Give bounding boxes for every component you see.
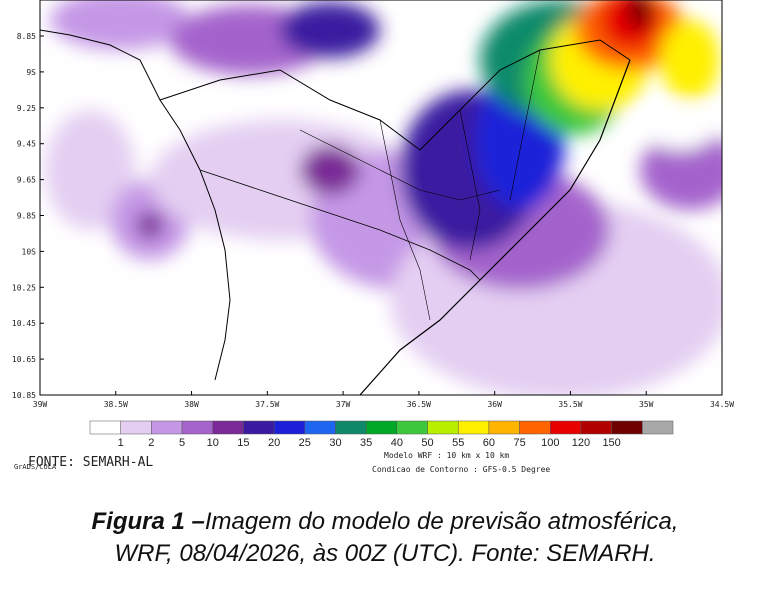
precipitation-field <box>40 0 722 395</box>
model-note: Modelo WRF : 10 km x 10 km <box>384 451 509 460</box>
colorbar-swatch <box>335 420 367 435</box>
lon-label: 37W <box>336 400 351 409</box>
colorbar-label: 20 <box>268 437 280 449</box>
caption-line-2: WRF, 08/04/2026, às 00Z (UTC). Fonte: SE… <box>114 540 656 567</box>
lon-label: 36W <box>487 400 502 409</box>
colorbar-swatch <box>611 420 643 435</box>
lon-label: 38.5W <box>104 400 128 409</box>
colorbar-swatch <box>396 420 428 435</box>
colorbar-swatch <box>580 420 612 435</box>
lon-label: 38W <box>184 400 199 409</box>
grads-credit: GrADS/COLA <box>14 463 57 471</box>
lat-label: 9.45 <box>17 140 36 149</box>
colorbar-label: 1 <box>118 437 124 449</box>
colorbar-swatch <box>365 420 398 435</box>
lon-label: 36.5W <box>407 400 431 409</box>
colorbar-swatch <box>488 420 520 435</box>
colorbar-label: 15 <box>237 437 249 449</box>
map-figure: 8.85 9S 9.25 9.45 9.65 9.85 10S 10.25 10.45 10.65… <box>12 0 734 474</box>
colorbar-swatch <box>89 420 121 435</box>
lat-label: 10S <box>22 247 37 256</box>
lon-label: 39W <box>33 400 48 409</box>
colorbar-swatch <box>304 420 336 435</box>
colorbar-swatch <box>642 420 674 435</box>
colorbar-swatch <box>519 420 551 435</box>
caption-label: Figura 1 – <box>91 508 205 535</box>
colorbar-label: 120 <box>572 437 590 449</box>
colorbar-label: 60 <box>483 437 495 449</box>
colorbar-swatch <box>457 420 490 435</box>
lon-label: 37.5W <box>255 400 279 409</box>
boundary-note: Condicao de Contorno : GFS-0.5 Degree <box>372 465 550 474</box>
lat-label: 9.25 <box>17 104 36 113</box>
lat-label: 8.85 <box>17 32 36 41</box>
colorbar-label: 10 <box>207 437 219 449</box>
lat-label: 9.85 <box>17 212 36 221</box>
lat-label: 10.45 <box>12 319 36 328</box>
colorbar-label: 50 <box>421 437 433 449</box>
caption-line-1: Figura 1 –Imagem do modelo de previsão a… <box>0 508 770 536</box>
lat-label: 10.65 <box>12 355 36 364</box>
colorbar-label: 25 <box>299 437 311 449</box>
colorbar-swatch <box>273 420 306 435</box>
lat-label: 9.65 <box>17 176 36 185</box>
colorbar-label: 35 <box>360 437 372 449</box>
caption-text: Imagem do modelo de previsão atmosférica… <box>204 508 679 535</box>
axes: 8.85 9S 9.25 9.45 9.65 9.85 10S 10.25 10.45 10.65… <box>12 32 734 409</box>
colorbar-label: 2 <box>148 437 154 449</box>
colorbar-label: 100 <box>541 437 559 449</box>
colorbar-swatch <box>550 420 582 435</box>
colorbar-label: 30 <box>329 437 341 449</box>
colorbar-label: 75 <box>513 437 525 449</box>
lat-label: 9S <box>26 68 36 77</box>
lat-label: 10.85 <box>12 391 36 400</box>
colorbar-label: 150 <box>602 437 620 449</box>
colorbar-swatch <box>120 420 152 435</box>
lon-label: 35.5W <box>558 400 582 409</box>
colorbar-label: 40 <box>391 437 403 449</box>
colorbar-swatch <box>212 420 244 435</box>
lon-label: 34.5W <box>710 400 734 409</box>
colorbar-swatch <box>427 420 459 435</box>
map-frame <box>39 0 723 396</box>
lon-label: 35W <box>639 400 654 409</box>
colorbar-swatch <box>181 420 213 435</box>
colorbar: 1 2 5 10 15 20 25 30 35 40 50 55 60 75 100 120 150 <box>89 420 674 449</box>
lat-label: 10.25 <box>12 283 36 292</box>
source: FONTE: SEMARH-AL <box>28 455 153 470</box>
colorbar-swatch <box>243 420 275 435</box>
colorbar-swatch <box>151 420 183 435</box>
colorbar-label: 55 <box>452 437 464 449</box>
colorbar-label: 5 <box>179 437 185 449</box>
